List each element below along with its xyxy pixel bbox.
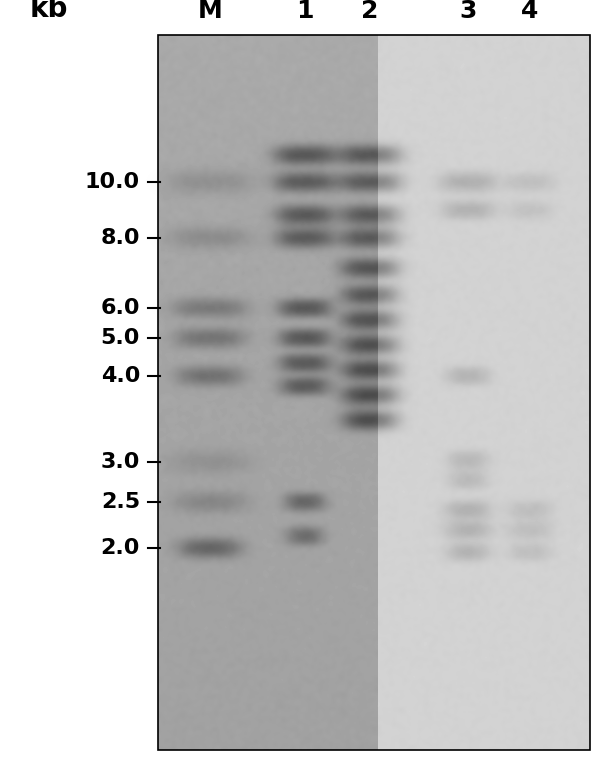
- Text: kb: kb: [30, 0, 68, 23]
- Text: 2: 2: [361, 0, 379, 23]
- Text: 2.5: 2.5: [101, 492, 140, 512]
- Text: 4.0: 4.0: [101, 366, 140, 386]
- Text: 2.0: 2.0: [101, 538, 140, 558]
- Text: 1: 1: [296, 0, 314, 23]
- Text: 10.0: 10.0: [85, 172, 140, 192]
- Text: 3: 3: [460, 0, 476, 23]
- Text: 8.0: 8.0: [101, 228, 140, 248]
- Text: M: M: [197, 0, 223, 23]
- Text: 6.0: 6.0: [101, 298, 140, 318]
- Bar: [158, 35, 590, 750]
- Text: 4: 4: [521, 0, 539, 23]
- Text: 5.0: 5.0: [101, 328, 140, 348]
- Text: 3.0: 3.0: [101, 452, 140, 472]
